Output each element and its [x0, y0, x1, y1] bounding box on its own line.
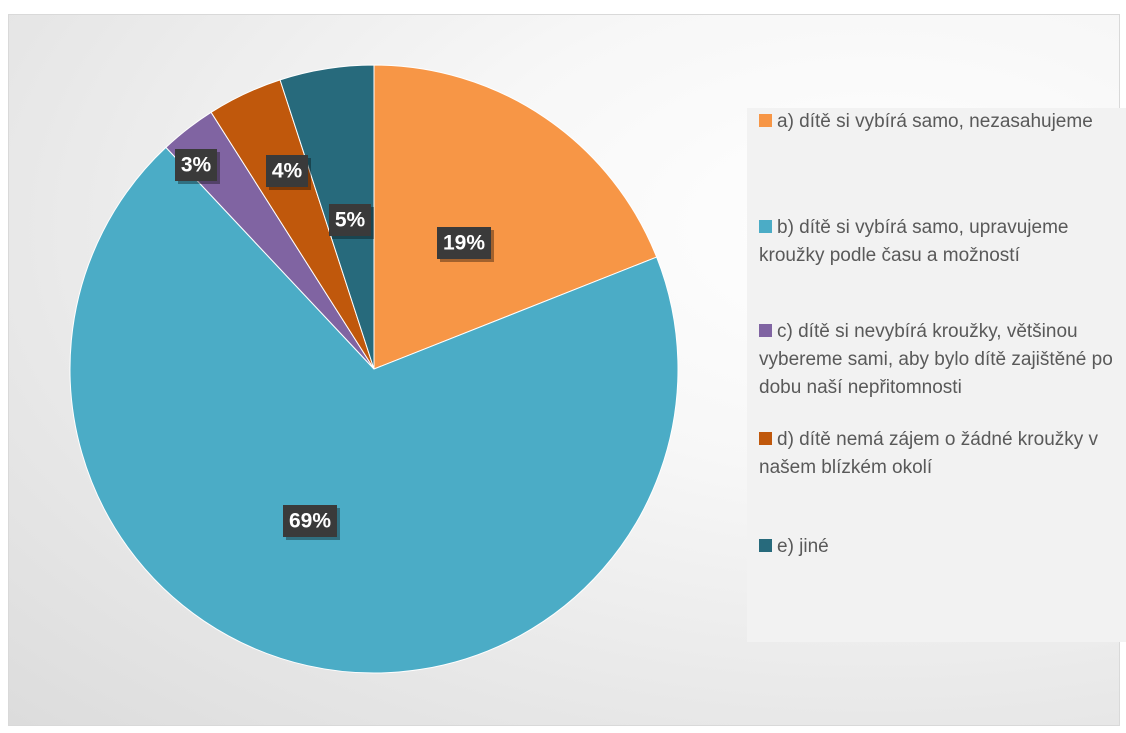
svg-text:5%: 5% — [335, 209, 366, 232]
legend-item-b: b) dítě si vybírá samo, upravujeme krouž… — [759, 214, 1126, 270]
legend-item-a: a) dítě si vybírá samo, nezasahujeme — [759, 108, 1126, 136]
data-label-a: 19% — [437, 227, 494, 262]
pie-chart: 19% 69% 3% 4% 5% — [69, 64, 679, 674]
chart-frame: 19% 69% 3% 4% 5% a) dítě si vybírá samo, nez… — [8, 14, 1126, 726]
legend-label-c: c) dítě si nevybírá kroužky, většinou vy… — [759, 321, 1113, 398]
pie-slice-b — [69, 146, 679, 674]
pie-slice-a — [373, 64, 658, 370]
svg-text:4%: 4% — [272, 160, 303, 183]
legend-swatch-c — [759, 324, 772, 337]
data-label-e: 5% — [329, 204, 374, 239]
pie-slice-e — [279, 64, 375, 370]
legend-swatch-b — [759, 220, 772, 233]
data-label-d: 4% — [266, 155, 311, 190]
legend-swatch-a — [759, 114, 772, 127]
legend: a) dítě si vybírá samo, nezasahujeme b) … — [747, 108, 1126, 642]
legend-item-d: d) dítě nemá zájem o žádné kroužky v naš… — [759, 426, 1126, 482]
legend-item-e: e) jiné — [759, 533, 1126, 561]
svg-text:3%: 3% — [181, 154, 212, 177]
data-label-c: 3% — [175, 149, 220, 184]
legend-swatch-e — [759, 539, 772, 552]
legend-item-c: c) dítě si nevybírá kroužky, většinou vy… — [759, 318, 1126, 402]
legend-swatch-d — [759, 432, 772, 445]
legend-label-e: e) jiné — [777, 536, 829, 557]
data-label-b: 69% — [283, 505, 340, 540]
svg-text:19%: 19% — [443, 232, 485, 255]
legend-label-d: d) dítě nemá zájem o žádné kroužky v naš… — [759, 429, 1099, 478]
legend-label-a: a) dítě si vybírá samo, nezasahujeme — [777, 111, 1093, 132]
svg-text:69%: 69% — [289, 510, 331, 533]
legend-label-b: b) dítě si vybírá samo, upravujeme krouž… — [759, 217, 1069, 266]
